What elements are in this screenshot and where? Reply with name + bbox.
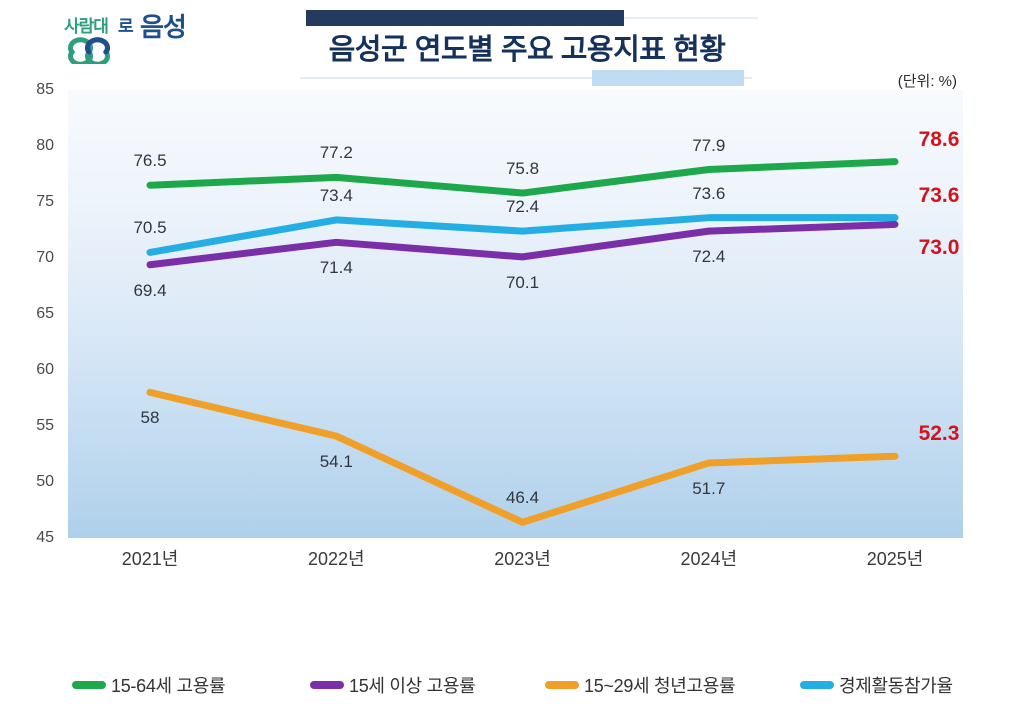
y-axis-tick: 45 (36, 529, 54, 546)
legend-color-swatch (800, 681, 834, 689)
series-line (146, 214, 899, 256)
legend-color-swatch (310, 681, 344, 689)
title-rule-bottom (300, 77, 752, 79)
legend-label: 경제활동참가율 (839, 676, 953, 696)
y-axis-tick: 55 (36, 417, 54, 434)
data-point-label: 46.4 (505, 488, 540, 508)
chart-legend: 15-64세 고용률 15세 이상 고용률 15~29세 청년고용률 경제활동참가율 (0, 668, 1015, 716)
y-axis-tick: 70 (36, 249, 54, 266)
data-point-label: 73.4 (319, 185, 353, 205)
data-point-label: 58 (140, 408, 160, 428)
data-point-label-highlight: 78.6 (918, 127, 960, 151)
y-axis-tick: 80 (36, 137, 54, 154)
x-axis-tick: 2025년 (866, 549, 924, 569)
data-point-label: 76.5 (133, 151, 167, 171)
data-point-label-highlight: 52.3 (918, 422, 960, 446)
series-lines (146, 158, 899, 526)
title-accent-bar-dark (306, 10, 624, 26)
legend-item[interactable]: 15-64세 고용률 (72, 668, 226, 702)
data-point-label: 54.1 (319, 452, 353, 472)
x-axis-tick: 2023년 (494, 549, 551, 569)
data-point-label: 70.1 (505, 272, 540, 292)
x-axis-tick: 2022년 (307, 549, 365, 569)
data-point-label: 69.4 (133, 280, 167, 300)
data-point-label: 77.2 (319, 143, 353, 163)
plot-area: 76.5 77.2 75.8 77.9 78.6 69.4 71.4 70.1 72.4 73.0… (68, 90, 963, 538)
legend-item[interactable]: 경제활동참가율 (800, 668, 953, 702)
data-point-label: 73.6 (692, 183, 726, 203)
data-point-label: 75.8 (505, 159, 540, 179)
logo-mark-icon: 사람대 로 음성 (64, 12, 187, 64)
eumseong-county-logo: 사람대 로 음성 (62, 12, 242, 64)
svg-text:음성: 음성 (140, 12, 186, 42)
y-axis-tick: 65 (36, 305, 54, 322)
data-point-label: 51.7 (692, 478, 726, 498)
legend-label: 15~29세 청년고용률 (584, 676, 736, 696)
unit-note: (단위: %) (897, 73, 957, 90)
x-axis: 2021년 2022년 2023년 2024년 2025년 (68, 543, 963, 577)
legend-label: 15-64세 고용률 (111, 676, 226, 696)
page-title: 음성군 연도별 주요 고용지표 현황 (328, 34, 726, 66)
y-axis-tick: 60 (36, 361, 54, 378)
y-axis-tick: 85 (36, 81, 54, 98)
legend-label: 15세 이상 고용률 (349, 676, 476, 696)
x-axis-tick: 2021년 (121, 549, 179, 569)
series-line (146, 220, 899, 269)
title-accent-bar-light (592, 70, 744, 86)
data-point-label: 77.9 (692, 135, 726, 155)
data-point-label: 72.4 (692, 247, 726, 267)
data-point-label: 71.4 (319, 258, 353, 278)
y-axis-tick: 50 (36, 473, 54, 490)
svg-text:로: 로 (118, 17, 134, 36)
page-header: 사람대 로 음성 음성군 연도별 주요 고용지표 현황 (단위: %) (0, 0, 1015, 90)
chart-container: 85 80 75 70 65 60 55 50 45 76.5 77.2 75.8 77.9 78.6 6… (0, 81, 1015, 696)
data-point-label: 70.5 (133, 218, 167, 238)
data-point-label-highlight: 73.0 (918, 236, 960, 260)
y-axis-tick: 75 (36, 193, 54, 210)
legend-item[interactable]: 15세 이상 고용률 (310, 668, 476, 702)
data-point-label: 72.4 (505, 197, 540, 217)
legend-color-swatch (545, 681, 579, 689)
title-block: 음성군 연도별 주요 고용지표 현황 (292, 6, 762, 88)
data-point-label-highlight: 73.6 (918, 183, 960, 207)
y-axis: 85 80 75 70 65 60 55 50 45 (0, 81, 62, 546)
x-axis-tick: 2024년 (680, 549, 738, 569)
svg-text:사람대: 사람대 (64, 16, 108, 36)
legend-item[interactable]: 15~29세 청년고용률 (545, 668, 736, 702)
legend-color-swatch (72, 681, 106, 689)
